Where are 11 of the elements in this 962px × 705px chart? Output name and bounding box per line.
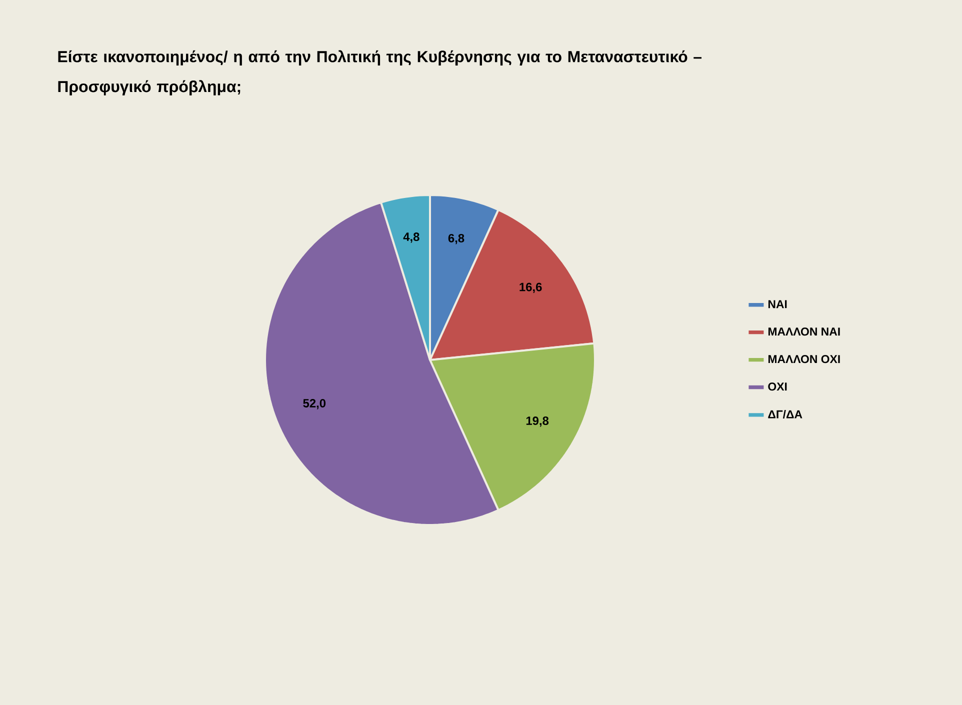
- legend-label: ΜΑΛΛΟΝ ΟΧΙ: [768, 355, 840, 364]
- legend-label: ΝΑΙ: [768, 300, 787, 308]
- data-label: 52,0: [303, 399, 326, 410]
- data-label: 16,6: [520, 282, 542, 293]
- chart-title: Είστε ικανοποιημένος/ η από την Πολιτική της Κυβέρνησης για το Μεταναστευτικό – Προσφυγικό πρόβλημα;: [58, 50, 702, 96]
- legend-label: ΟΧΙ: [768, 382, 787, 391]
- data-label: 4,8: [403, 232, 420, 243]
- data-label: 19,8: [526, 416, 549, 427]
- data-label: 6,8: [448, 234, 464, 244]
- legend-label: ΜΑΛΛΟΝ ΝΑΙ: [768, 328, 840, 336]
- legend-label: ΔΓ/ΔΑ: [768, 410, 802, 419]
